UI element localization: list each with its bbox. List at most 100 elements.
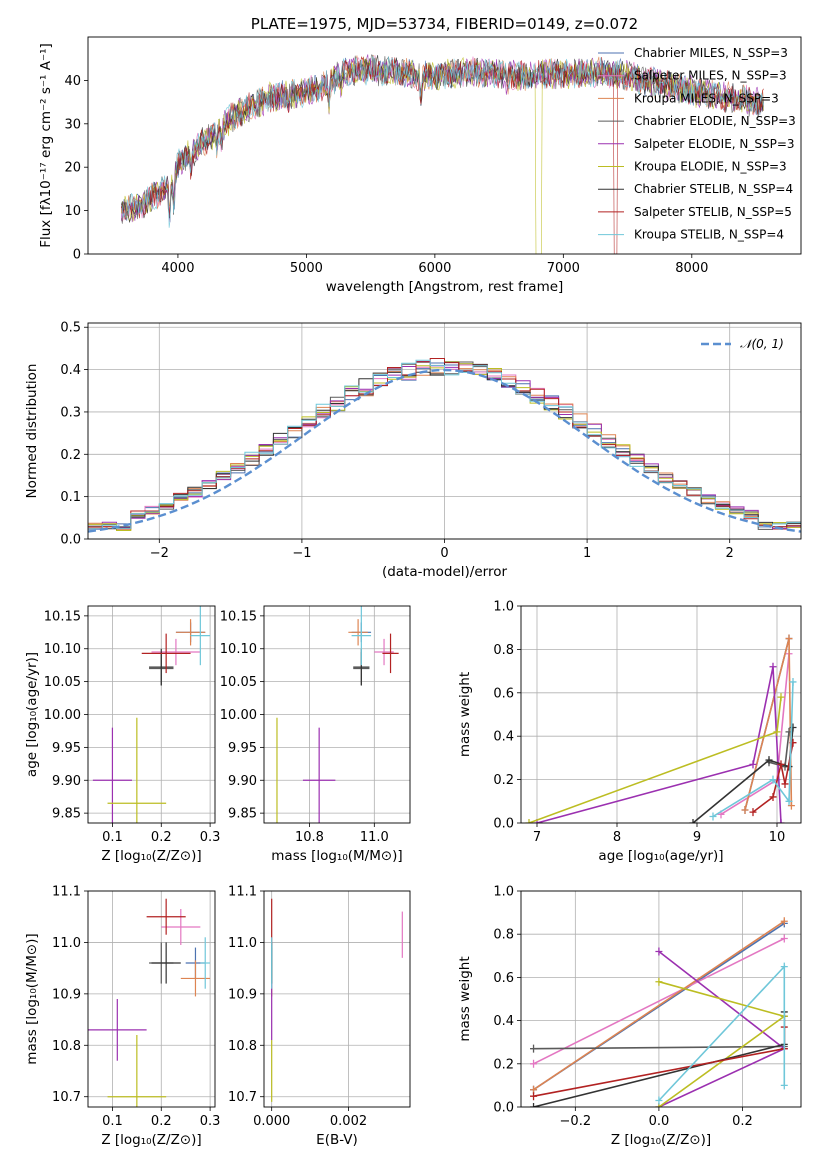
y-tick-label: 9.95 [52, 741, 81, 756]
y-tick-label: 11.1 [52, 885, 81, 900]
legend-label-salpeter-miles: Salpeter MILES, N_SSP=3 [634, 69, 787, 83]
weight-series-salpeter-miles [530, 934, 788, 1068]
errorbar-point-salpeter-stelib [146, 898, 186, 935]
errorbar-point-salpeter-elodie [302, 727, 336, 823]
errorbar-point-kroupa-miles [348, 619, 368, 646]
y-axis-label: Normed distribution [24, 364, 40, 499]
panel-residuals: −2 −1 0 1 2 0.0 0.1 0.2 0.3 0.4 0.5 (data-model)/er… [24, 321, 802, 580]
y-tick-label: 1.0 [493, 600, 514, 615]
y-axis-label: age [log₁₀(age/yr)] [24, 652, 40, 777]
errorbar-point-salpeter-stelib [141, 633, 191, 674]
errorbar-point-salpeter-stelib [382, 633, 399, 674]
plot-area [121, 54, 764, 254]
errorbar-point-salpeter-elodie [88, 999, 147, 1061]
y-tick-label: 0.8 [493, 643, 514, 658]
weight-line [528, 697, 782, 823]
y-tick-label: 0.4 [493, 730, 514, 745]
y-tick-label: 10.15 [220, 609, 257, 624]
x-tick-label: 8 [613, 830, 621, 845]
errorbar-point-salpeter-miles [151, 638, 201, 666]
legend-label-chabrier-miles: Chabrier MILES, N_SSP=3 [634, 46, 788, 60]
weight-marker [785, 634, 793, 643]
y-tick-label: 0.2 [493, 1057, 514, 1072]
x-axis-label: E(B-V) [316, 1132, 358, 1148]
y-tick-label: 10.8 [52, 1039, 81, 1054]
y-tick-label: 20 [64, 161, 81, 176]
x-tick-label: 7000 [547, 261, 580, 276]
spectrum-line-kroupa-elodie [121, 56, 764, 254]
y-tick-label: 10.10 [44, 642, 81, 657]
weight-series-kroupa-elodie [655, 977, 788, 1107]
y-tick-label: 0.6 [493, 686, 514, 701]
x-axis-label: mass [log₁₀(M/M⊙)] [271, 848, 402, 864]
x-axis-label: (data-model)/error [382, 564, 508, 580]
weight-marker [655, 1096, 663, 1105]
plot-area [525, 634, 797, 823]
x-axis-label: Z [log₁₀(Z/Z⊙)] [101, 1132, 201, 1148]
chart-title: PLATE=1975, MJD=53734, FIBERID=0149, z=0… [251, 15, 638, 33]
plot-area [88, 898, 211, 1107]
x-tick-label: 1 [583, 546, 591, 561]
axes-frame [263, 890, 411, 1108]
x-tick-label: 6000 [418, 261, 451, 276]
weight-marker [780, 917, 788, 926]
y-tick-label: 10.10 [220, 642, 257, 657]
panel-spectrum: 4000 5000 6000 7000 8000 0 10 20 30 40 wavelength … [38, 15, 802, 295]
axes-frame [520, 605, 802, 824]
x-tick-label: 9 [693, 830, 701, 845]
weight-series-salpeter-stelib [749, 738, 797, 817]
weight-marker [765, 756, 773, 765]
x-axis-label: wavelength [Angstrom, rest frame] [326, 279, 564, 295]
y-tick-label: 11.1 [228, 885, 257, 900]
weight-marker [780, 1081, 788, 1090]
plot-area [530, 917, 788, 1107]
weight-marker [741, 805, 749, 814]
weight-marker [789, 723, 797, 732]
weight-line [533, 920, 785, 1091]
x-tick-label: 0.2 [732, 1114, 753, 1129]
y-tick-label: 11.0 [228, 936, 257, 951]
weight-marker [530, 1059, 538, 1068]
axes-frame [87, 890, 216, 1108]
y-tick-label: 0.0 [493, 1101, 514, 1116]
plot-area [92, 606, 211, 823]
x-tick-label: 7 [533, 830, 541, 845]
y-tick-label: 10.8 [228, 1039, 257, 1054]
errorbar-point-chabrier-stelib [151, 942, 181, 984]
errorbar-point-kroupa-elodie [107, 717, 167, 823]
legend-label-salpeter-elodie: Salpeter ELODIE, N_SSP=3 [634, 137, 795, 151]
spectrum-line-salpeter-stelib [121, 55, 764, 254]
y-tick-label: 10.9 [228, 987, 257, 1002]
x-tick-label: −2 [150, 546, 169, 561]
x-tick-label: 0.1 [102, 830, 123, 845]
legend-label-kroupa-stelib: Kroupa STELIB, N_SSP=4 [634, 228, 784, 242]
y-tick-label: 9.85 [52, 807, 81, 822]
panel-massweight_vs_age: 7 8 9 10 0.0 0.2 0.4 0.6 0.8 1.0 age [log₁₀(age/yr… [457, 600, 802, 864]
weight-marker [769, 662, 777, 671]
weight-marker [777, 760, 785, 769]
weight-line [712, 681, 794, 818]
y-tick-label: 10.7 [228, 1090, 257, 1105]
weight-marker [785, 797, 793, 806]
y-tick-label: 10 [64, 204, 81, 219]
plot-area [271, 898, 403, 1102]
weight-marker [787, 801, 795, 810]
errorbar-point-kroupa-stelib [190, 606, 211, 666]
weight-series-kroupa-stelib [655, 962, 788, 1105]
weight-marker [777, 693, 785, 702]
errorbar-point-kroupa-elodie [107, 1035, 167, 1107]
x-tick-label: 0.0 [649, 1114, 670, 1129]
y-axis-label: mass weight [457, 956, 473, 1041]
axes-frame [263, 605, 411, 824]
x-tick-label: 0.002 [330, 1114, 367, 1129]
legend-label-chabrier-stelib: Chabrier STELIB, N_SSP=4 [634, 182, 793, 196]
plot-area [88, 358, 801, 533]
x-tick-label: 0.3 [200, 1114, 221, 1129]
x-tick-label: 5000 [290, 261, 323, 276]
x-axis-label: Z [log₁₀(Z/Z⊙)] [611, 1132, 711, 1148]
y-tick-label: 9.90 [228, 774, 257, 789]
y-tick-label: 0.4 [493, 1014, 514, 1029]
axes-frame [87, 322, 802, 540]
x-tick-label: 10.8 [295, 830, 324, 845]
